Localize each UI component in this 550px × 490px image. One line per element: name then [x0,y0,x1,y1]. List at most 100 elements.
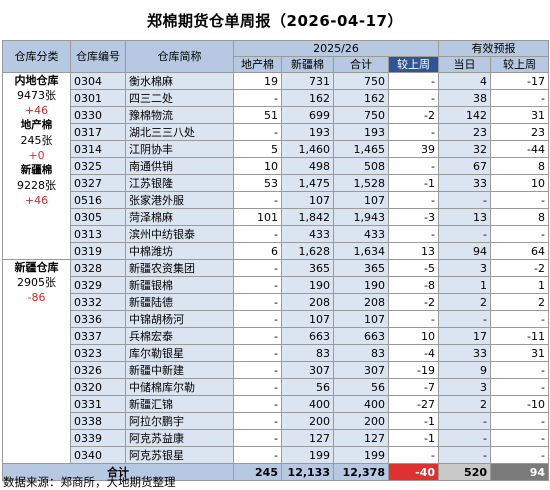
xinjiang-cotton-value: 200 [281,412,334,430]
weekly-change-value: 13 [387,242,440,260]
total-value: 365 [333,259,389,277]
weekly-change-value: - [387,123,440,141]
group-change: +46 [24,194,49,207]
total-value: 307 [333,361,389,379]
xinjiang-cotton-value: 199 [281,446,334,464]
warehouse-code: 0336 [70,310,126,328]
xinjiang-cotton-value: 1,842 [281,208,334,226]
warehouse-name: 中棉潍坊 [125,242,234,260]
group-change: +0 [28,149,45,162]
inland-cotton-value: - [233,327,282,345]
weekly-change-value: -1 [387,412,440,430]
table-row: 0330 豫棉物流 51 699 750 -2 142 31 [3,106,550,124]
weekly-change-value: - [387,89,440,107]
warehouse-code: 0313 [70,225,126,243]
warehouse-name: 新疆银棉 [125,276,234,294]
weekly-change-value: - [387,157,440,175]
warehouse-name: 阿拉尔鹏宇 [125,412,234,430]
weekly-change-value: - [387,72,440,90]
total-value: 1,943 [333,208,389,226]
group-name: 内地仓库 [14,74,59,87]
forecast-change-value: -44 [490,140,550,158]
forecast-change-value: - [490,446,550,464]
warehouse-code: 0314 [70,140,126,158]
total-value: 750 [333,72,389,90]
total-value: 83 [333,344,389,362]
total-inland: 245 [233,463,282,481]
warehouse-code: 0331 [70,395,126,413]
forecast-value: 23 [438,123,492,141]
forecast-change-value: - [490,191,550,209]
weekly-change-value: -7 [387,378,440,396]
total-value: 127 [333,429,389,447]
table-row: 0336 中锦胡杨河 -107 107- - - [3,310,550,328]
forecast-value: 33 [438,174,492,192]
forecast-change-value: - [490,310,550,328]
header-inland-cotton: 地产棉 [233,56,282,73]
warehouse-name: 南通供销 [125,157,234,175]
xinjiang-cotton-value: 498 [281,157,334,175]
weekly-change-value: -1 [387,174,440,192]
warehouse-code: 0319 [70,242,126,260]
warehouse-name: 新疆汇锦 [125,395,234,413]
header-xinjiang-cotton: 新疆棉 [281,56,334,73]
header-category: 仓库分类 [2,40,71,73]
xinjiang-cotton-value: 107 [281,191,334,209]
total-xinjiang: 12,133 [281,463,334,481]
xinjiang-cotton-value: 208 [281,293,334,311]
warehouse-code: 0317 [70,123,126,141]
header-row-2: 地产棉 新疆棉 合计 较上周 当日 较上周 [3,56,550,73]
total-value: 750 [333,106,389,124]
weekly-change-value: -2 [387,293,440,311]
forecast-value: 67 [438,157,492,175]
warehouse-code: 0329 [70,276,126,294]
warehouse-code: 0326 [70,361,126,379]
xinjiang-cotton-value: 193 [281,123,334,141]
weekly-change-value: - [387,310,440,328]
header-code: 仓库编号 [70,40,126,73]
forecast-change-value: 10 [490,174,550,192]
table-row: 0323 库尔勒银星 -83 83 -4 33 31 [3,344,550,362]
header-season: 2025/26 [232,40,440,57]
forecast-value: - [438,225,492,243]
warehouse-code: 0320 [70,378,126,396]
xinjiang-cotton-value: 433 [281,225,334,243]
total-value: 107 [333,310,389,328]
inland-cotton-value: - [233,310,282,328]
table-row: 0301 四三二处 -162 162-38- [3,89,550,107]
forecast-value: - [438,191,492,209]
warehouse-code: 0338 [70,412,126,430]
category-cell: 新疆仓库 2905张 -86 [2,259,71,464]
forecast-value: 2 [438,293,492,311]
warehouse-code: 0337 [70,327,126,345]
xinjiang-cotton-value: 107 [281,310,334,328]
table-row: 0320 中储棉库尔勒 -56 56 -7 3- [3,378,550,396]
forecast-value: 3 [438,378,492,396]
xinjiang-cotton-value: 400 [281,395,334,413]
header-row-1: 仓库分类 仓库编号 仓库简称 2025/26 有效预报 [2,40,550,73]
inland-cotton-value: - [233,276,282,294]
total-sum: 12,378 [333,463,389,481]
group-change: -86 [27,291,46,304]
forecast-value: - [438,412,492,430]
xinjiang-cotton-value: 56 [281,378,334,396]
warehouse-code: 0339 [70,429,126,447]
warehouse-name: 四三二处 [125,89,234,107]
inland-cotton-value: 53 [233,174,282,192]
weekly-change-value: -1 [387,429,440,447]
header-total: 合计 [333,56,389,73]
warehouse-name: 中储棉库尔勒 [125,378,234,396]
weekly-change-value: -8 [387,276,440,294]
total-value: 1,528 [333,174,389,192]
warehouse-code: 0327 [70,174,126,192]
table-row: 0314 江阴协丰 5 1,460 1,465 39 32 -44 [3,140,550,158]
forecast-value: 2 [438,395,492,413]
forecast-change-value: 31 [490,344,550,362]
weekly-change-value: -4 [387,344,440,362]
warehouse-code: 0328 [70,259,126,277]
warehouse-code: 0304 [70,72,126,90]
xinjiang-cotton-value: 1,475 [281,174,334,192]
inland-cotton-value: - [233,259,282,277]
warehouse-name: 湖北三三八处 [125,123,234,141]
forecast-value: 17 [438,327,492,345]
